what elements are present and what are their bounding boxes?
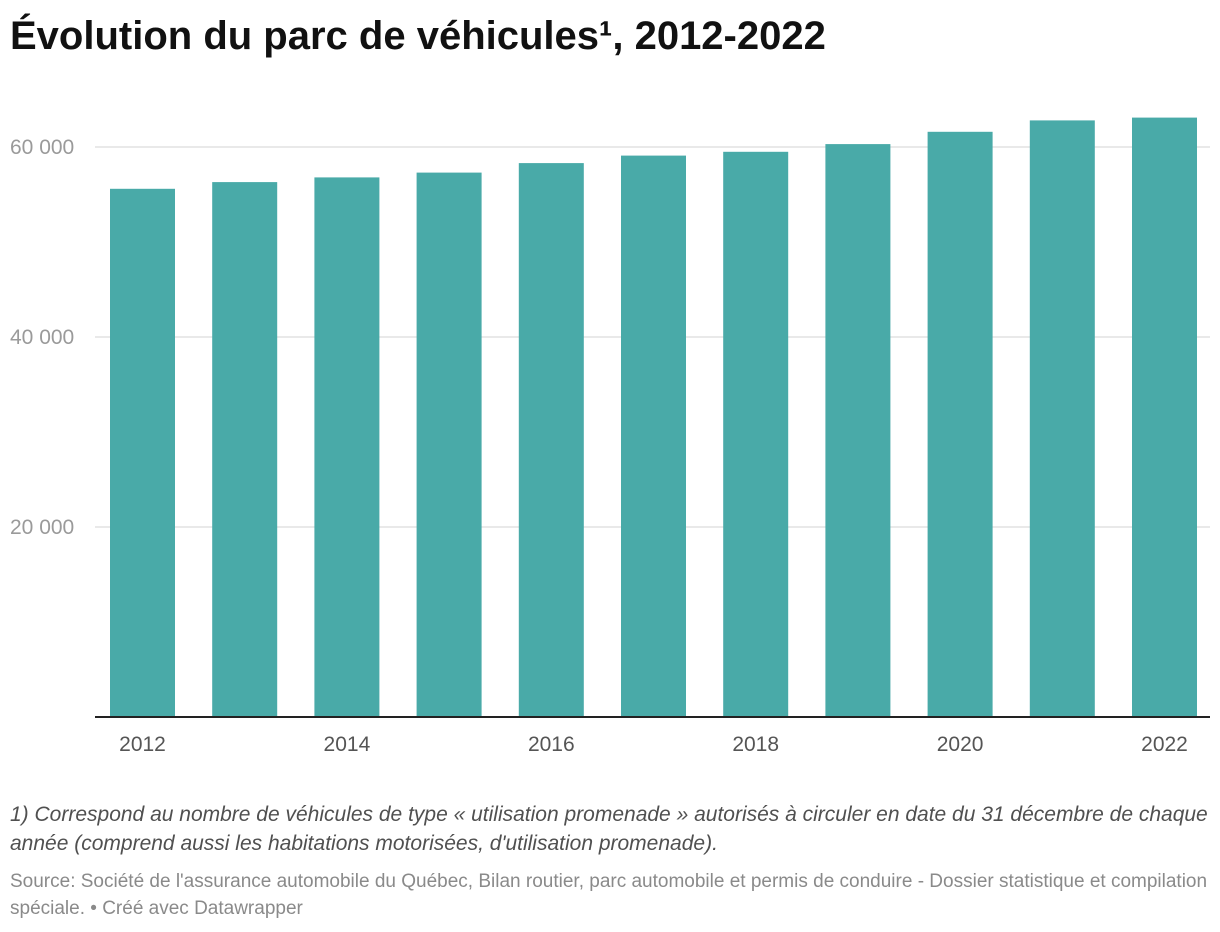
y-tick-label: 60 000 (10, 136, 74, 159)
bar-2020 (927, 131, 993, 718)
x-tick-label: 2014 (324, 733, 371, 756)
chart-title: Évolution du parc de véhicules¹, 2012-20… (10, 14, 826, 58)
source-credit: Source: Société de l'assurance automobil… (10, 871, 1208, 919)
bar-2013 (212, 182, 278, 718)
bar-2014 (314, 177, 380, 717)
chart-area: 20 000 40 000 60 000 2012 2014 2016 2018 2020 20… (0, 95, 1220, 775)
x-tick-label: 2016 (528, 733, 575, 756)
bar-2019 (825, 144, 891, 718)
x-tick-label: 2022 (1141, 733, 1188, 756)
footnote: 1) Correspond au nombre de véhicules de … (10, 803, 1208, 855)
y-tick-label: 40 000 (10, 326, 74, 349)
bar-2022 (1132, 117, 1197, 718)
axes: 20 000 40 000 60 000 2012 2014 2016 2018 2020 20… (10, 136, 1210, 756)
bar-2018 (723, 151, 789, 718)
x-tick-label: 2018 (732, 733, 779, 756)
y-tick-label: 20 000 (10, 516, 74, 539)
x-tick-label: 2020 (937, 733, 984, 756)
bar-2021 (1029, 120, 1095, 717)
bar-2017 (621, 155, 686, 718)
bar-chart: 20 000 40 000 60 000 2012 2014 2016 2018 2020 20… (10, 117, 1210, 756)
bars (110, 117, 1197, 718)
bar-2012 (110, 188, 175, 718)
bar-2015 (416, 172, 482, 718)
x-tick-label: 2012 (119, 733, 166, 756)
bar-2016 (518, 163, 584, 718)
